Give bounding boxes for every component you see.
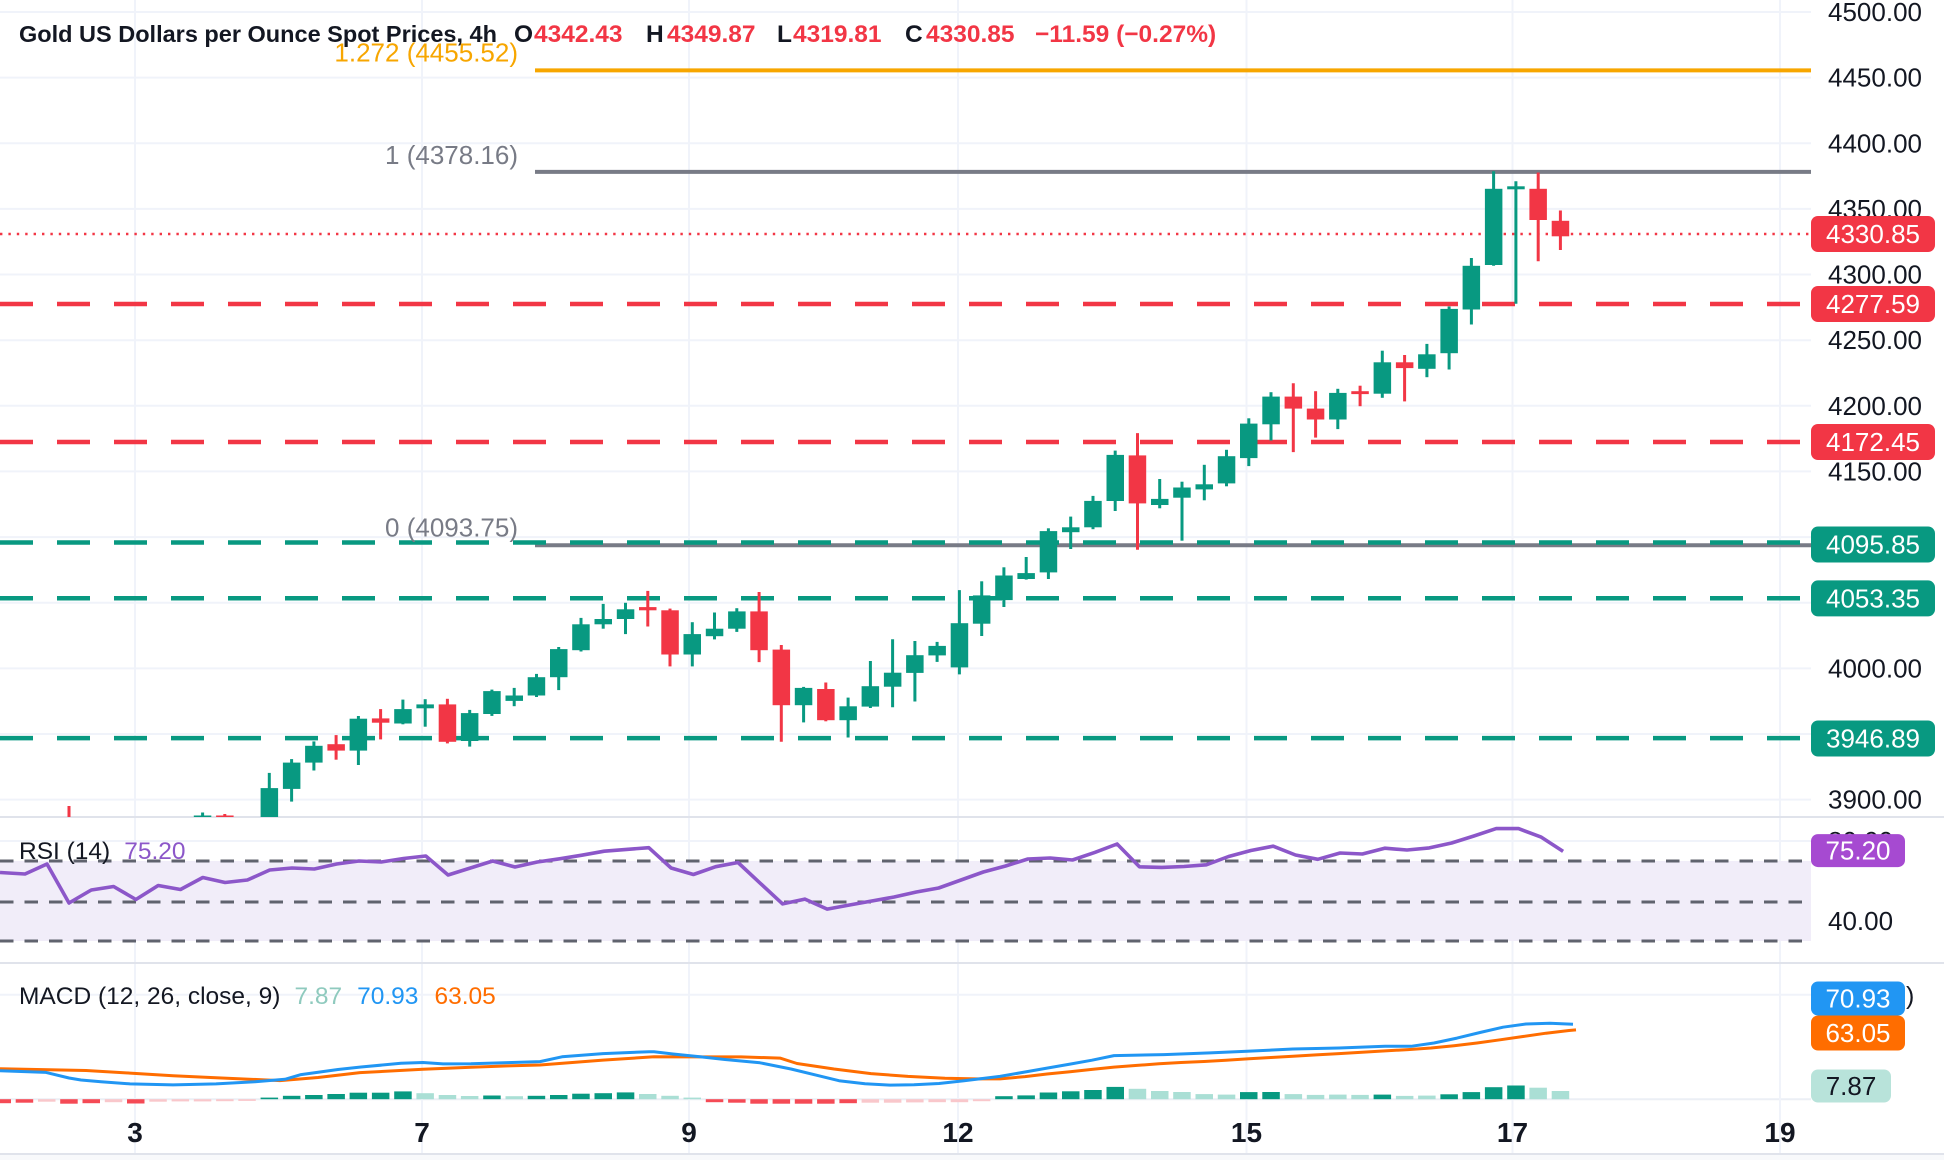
svg-text:Gold US Dollars per Ounce Spot: Gold US Dollars per Ounce Spot Prices, 4…	[19, 21, 497, 47]
svg-text:4150.00: 4150.00	[1828, 456, 1922, 486]
svg-text:4053.35: 4053.35	[1826, 584, 1920, 614]
svg-text:RSI (14)75.20: RSI (14) 75.20	[19, 838, 186, 865]
svg-text:1 (4378.16): 1 (4378.16)	[385, 140, 518, 170]
svg-text:4250.00: 4250.00	[1828, 325, 1922, 355]
svg-text:63.05: 63.05	[1825, 1018, 1890, 1048]
svg-text:4319.81: 4319.81	[793, 21, 882, 48]
svg-text:4000.00: 4000.00	[1828, 653, 1922, 683]
svg-text:4349.87: 4349.87	[667, 21, 756, 48]
svg-text:1.272 (4455.52): 1.272 (4455.52)	[334, 37, 518, 67]
svg-text:75.20: 75.20	[1825, 836, 1890, 866]
svg-text:15: 15	[1231, 1117, 1262, 1148]
svg-text:3: 3	[127, 1117, 143, 1148]
svg-text:7.87: 7.87	[1826, 1071, 1877, 1101]
svg-text:O: O	[514, 21, 533, 48]
svg-text:): )	[1906, 982, 1914, 1010]
svg-text:4172.45: 4172.45	[1826, 427, 1920, 457]
svg-text:4330.85: 4330.85	[1826, 219, 1920, 249]
svg-text:17: 17	[1497, 1117, 1528, 1148]
svg-text:4200.00: 4200.00	[1828, 391, 1922, 421]
svg-text:4277.59: 4277.59	[1826, 289, 1920, 319]
svg-text:L: L	[777, 21, 792, 48]
svg-text:4300.00: 4300.00	[1828, 260, 1922, 290]
svg-text:19: 19	[1764, 1117, 1795, 1148]
svg-text:4500.00: 4500.00	[1828, 0, 1922, 27]
svg-text:4095.85: 4095.85	[1826, 530, 1920, 560]
svg-text:C: C	[905, 21, 923, 48]
svg-text:40.00: 40.00	[1828, 906, 1893, 936]
svg-text:7: 7	[414, 1117, 430, 1148]
svg-text:−11.59 (−0.27%): −11.59 (−0.27%)	[1035, 21, 1216, 48]
svg-text:4400.00: 4400.00	[1828, 128, 1922, 158]
svg-text:H: H	[646, 21, 664, 48]
svg-text:4450.00: 4450.00	[1828, 63, 1922, 93]
svg-text:3900.00: 3900.00	[1828, 785, 1922, 815]
svg-text:4330.85: 4330.85	[926, 21, 1015, 48]
svg-text:3946.89: 3946.89	[1826, 724, 1920, 754]
svg-text:9: 9	[681, 1117, 697, 1148]
svg-text:0 (4093.75): 0 (4093.75)	[385, 512, 518, 542]
svg-text:70.93: 70.93	[1825, 984, 1890, 1014]
svg-text:12: 12	[942, 1117, 973, 1148]
svg-text:4342.43: 4342.43	[534, 21, 623, 48]
